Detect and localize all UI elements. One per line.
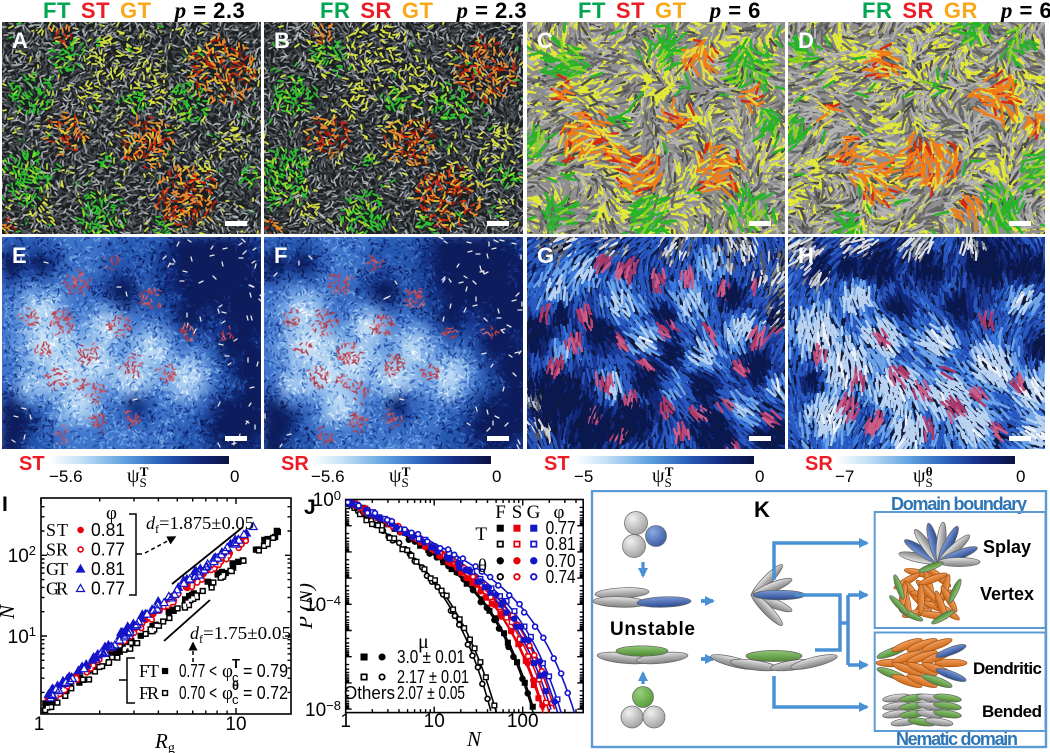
svg-text:Dendritic: Dendritic: [973, 659, 1042, 678]
svg-text:10: 10: [225, 714, 246, 735]
svg-text:Splay: Splay: [983, 537, 1031, 557]
svg-text:S: S: [512, 502, 523, 523]
svg-text:0: 0: [755, 467, 764, 486]
svg-text:GT: GT: [46, 559, 68, 579]
svg-text:SR: SR: [281, 453, 309, 475]
svg-text:−5.6: −5.6: [311, 467, 345, 486]
svg-text:J: J: [304, 496, 316, 519]
svg-text:I: I: [2, 493, 8, 516]
svg-text:2.17 ± 0.01: 2.17 ± 0.01: [397, 667, 469, 687]
svg-text:Vertex: Vertex: [980, 584, 1034, 604]
svg-text:3.0 ± 0.01: 3.0 ± 0.01: [397, 647, 465, 667]
svg-text:φ: φ: [222, 683, 233, 704]
svg-text:0.77 <: 0.77 <: [179, 661, 217, 681]
svg-text:K: K: [754, 497, 770, 522]
svg-text:N: N: [466, 727, 482, 751]
svg-text:ψST: ψST: [127, 464, 149, 490]
svg-text:102: 102: [8, 543, 36, 567]
svg-text:φ: φ: [106, 503, 117, 524]
svg-text:μ: μ: [418, 631, 429, 653]
svg-text:−5: −5: [574, 467, 593, 486]
svg-text:1: 1: [34, 714, 45, 735]
svg-text:G: G: [527, 502, 541, 523]
svg-text:c: c: [232, 692, 239, 707]
svg-text:FR: FR: [139, 683, 159, 703]
svg-text:φ: φ: [554, 502, 565, 523]
svg-text:0: 0: [1016, 467, 1025, 486]
svg-text:= 0.79: = 0.79: [243, 661, 288, 681]
svg-text:Domain boundary: Domain boundary: [891, 494, 1027, 514]
svg-text:0.70: 0.70: [546, 551, 576, 571]
svg-text:10−8: 10−8: [305, 698, 341, 721]
svg-text:P (N): P (N): [300, 583, 317, 630]
svg-text:−7: −7: [835, 467, 854, 486]
svg-text:c: c: [232, 670, 239, 685]
svg-text:ψST: ψST: [652, 464, 674, 490]
svg-text:0.81: 0.81: [91, 520, 125, 540]
svg-text:θ: θ: [478, 556, 487, 577]
svg-text:0.74: 0.74: [546, 567, 576, 587]
svg-text:2.07 ± 0.05: 2.07 ± 0.05: [397, 683, 465, 703]
svg-text:101: 101: [8, 624, 36, 648]
svg-text:100: 100: [507, 711, 539, 732]
svg-text:ψST: ψST: [389, 464, 411, 490]
svg-text:T: T: [475, 524, 487, 545]
svg-text:−5.6: −5.6: [49, 467, 83, 486]
svg-text:Others: Others: [344, 683, 395, 703]
svg-text:= 0.72: = 0.72: [243, 683, 288, 703]
svg-text:1: 1: [340, 711, 351, 732]
svg-text:ψSθ: ψSθ: [913, 464, 933, 490]
svg-text:ST: ST: [19, 453, 45, 475]
svg-text:F: F: [495, 502, 506, 523]
svg-text:0.77: 0.77: [91, 579, 125, 599]
svg-text:ST: ST: [544, 453, 570, 475]
svg-text:0.77: 0.77: [91, 540, 125, 560]
svg-text:df=1.875±0.05: df=1.875±0.05: [146, 513, 254, 536]
svg-text:0.81: 0.81: [91, 559, 125, 579]
svg-text:FT: FT: [139, 661, 159, 681]
svg-text:100: 100: [313, 490, 341, 511]
svg-text:θ: θ: [232, 678, 239, 693]
svg-text:Nematic domain: Nematic domain: [896, 729, 1018, 749]
svg-text:ST: ST: [46, 520, 68, 540]
svg-text:Rg: Rg: [154, 729, 175, 753]
svg-text:Unstable: Unstable: [610, 619, 695, 640]
svg-text:Bended: Bended: [982, 702, 1042, 721]
svg-text:T: T: [232, 656, 240, 671]
svg-text:GR: GR: [46, 579, 68, 599]
svg-text:0.77: 0.77: [546, 518, 576, 538]
svg-text:0: 0: [492, 467, 501, 486]
svg-text:0: 0: [230, 467, 239, 486]
svg-text:N: N: [0, 604, 19, 620]
svg-text:φ: φ: [222, 661, 233, 682]
svg-text:df=1.75±0.05: df=1.75±0.05: [190, 623, 291, 646]
svg-text:SR: SR: [805, 453, 833, 475]
svg-text:10: 10: [424, 711, 445, 732]
svg-text:0.81: 0.81: [546, 534, 576, 554]
svg-text:SR: SR: [46, 540, 68, 560]
svg-text:0.70 <: 0.70 <: [179, 683, 217, 703]
